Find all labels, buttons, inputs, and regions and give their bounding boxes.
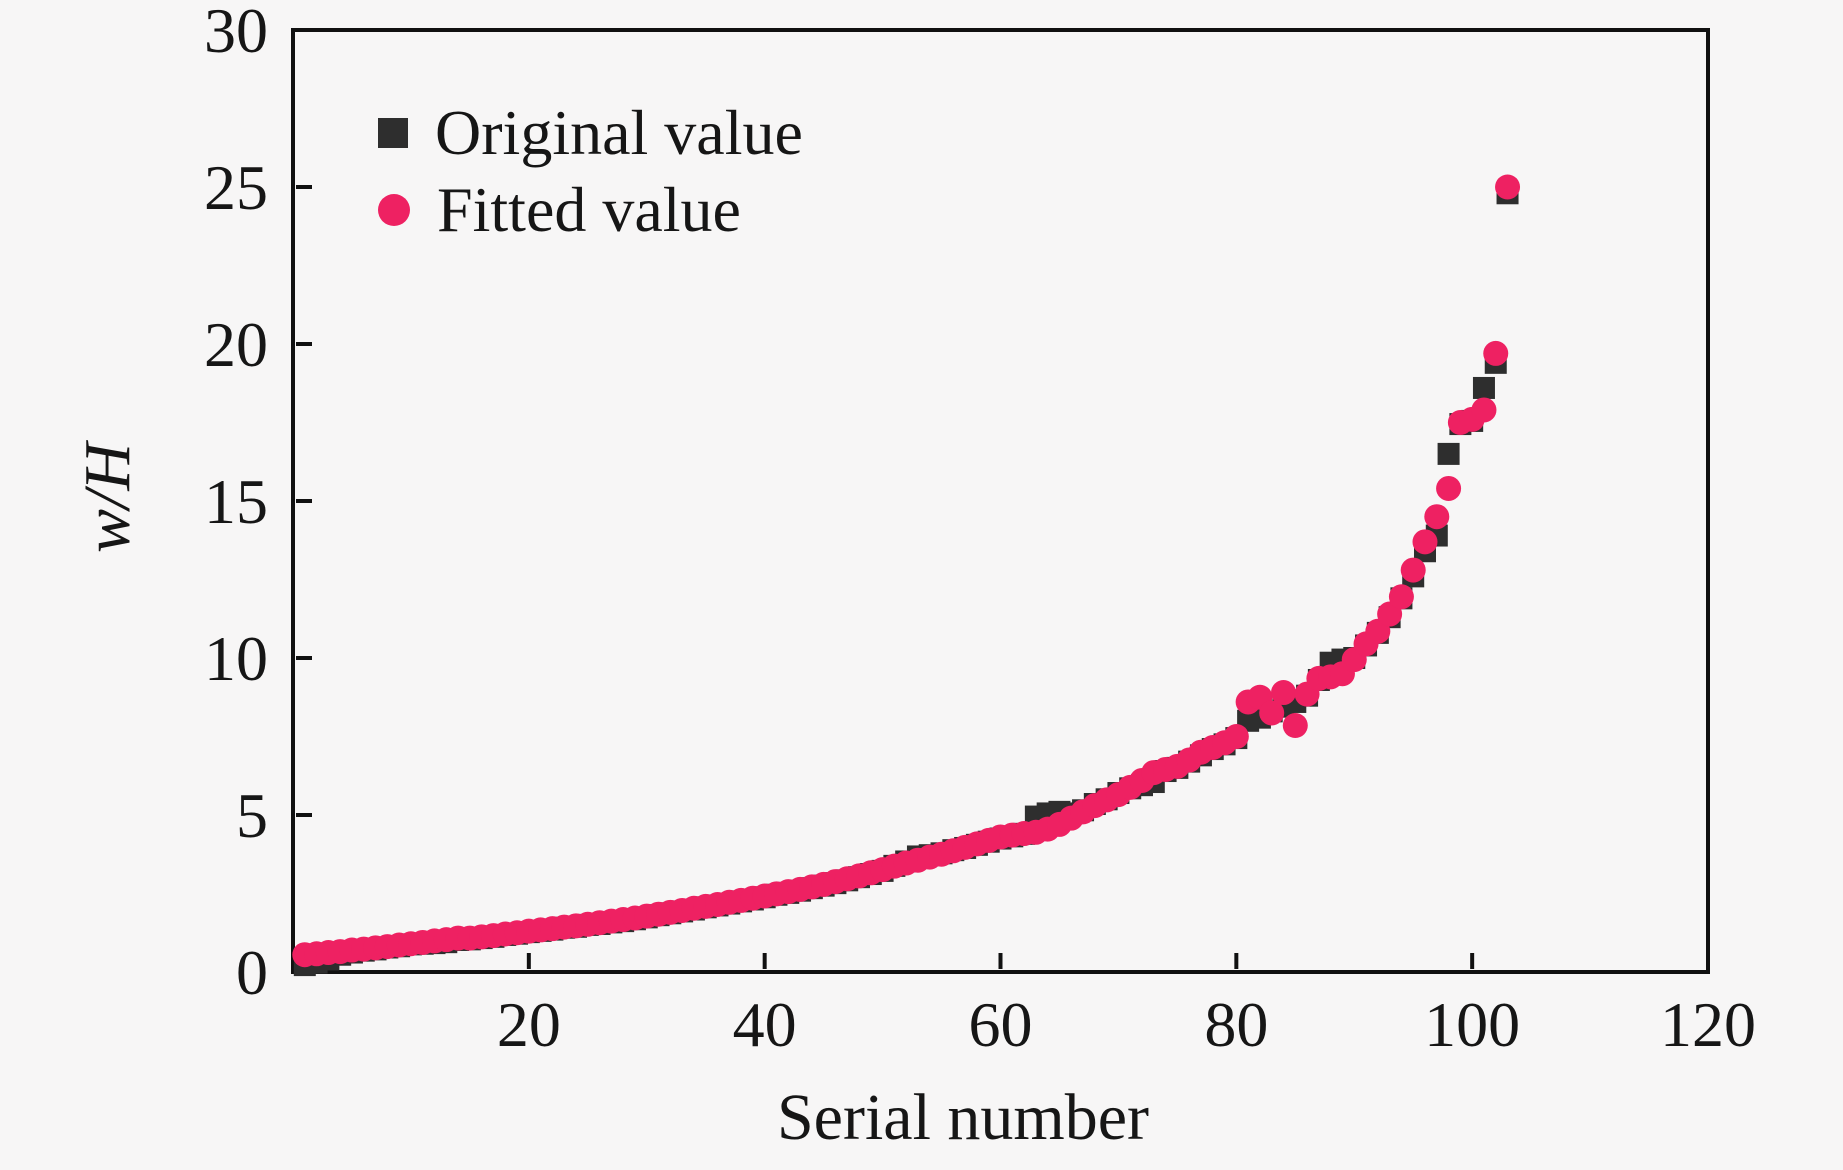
legend-item-original: Original value [378,94,803,171]
original-point [1437,442,1460,465]
x-axis-label: Serial number [776,1081,1150,1154]
original-point [1472,376,1495,399]
y-tick-label: 5 [236,780,268,851]
plot-frame [291,28,1710,974]
legend: Original value Fitted value [378,94,803,248]
y-tick-label: 0 [236,937,268,1008]
circle-marker-icon [378,193,410,226]
x-tick-label: 100 [1424,989,1520,1060]
x-tick-label: 40 [733,989,797,1060]
square-marker-icon [378,117,408,148]
fitted-point [1400,557,1426,583]
y-axis-label: w/H [71,442,144,554]
y-tick-label: 10 [204,623,268,694]
x-tick-label: 120 [1660,989,1756,1060]
fitted-point [1412,529,1438,555]
legend-label-fitted: Fitted value [437,173,741,245]
legend-label-original: Original value [435,96,803,168]
fitted-point [1483,340,1509,366]
fitted-point [1271,680,1296,706]
fitted-point [1424,504,1450,530]
y-tick-label: 25 [204,152,268,223]
fitted-point [1282,713,1308,739]
fitted-point [1436,475,1462,501]
y-tick-label: 20 [204,309,268,380]
fitted-point [1471,397,1497,423]
x-tick-label: 80 [1204,989,1268,1060]
x-tick-label: 20 [497,989,561,1060]
x-tick-label: 60 [969,989,1033,1060]
fitted-point [1259,700,1285,726]
fitted-point [1223,724,1249,749]
fitted-point [1388,584,1414,610]
fitted-point [1495,174,1521,200]
y-tick-label: 15 [204,466,268,537]
y-tick-label: 30 [204,0,268,66]
legend-item-fitted: Fitted value [378,171,803,248]
